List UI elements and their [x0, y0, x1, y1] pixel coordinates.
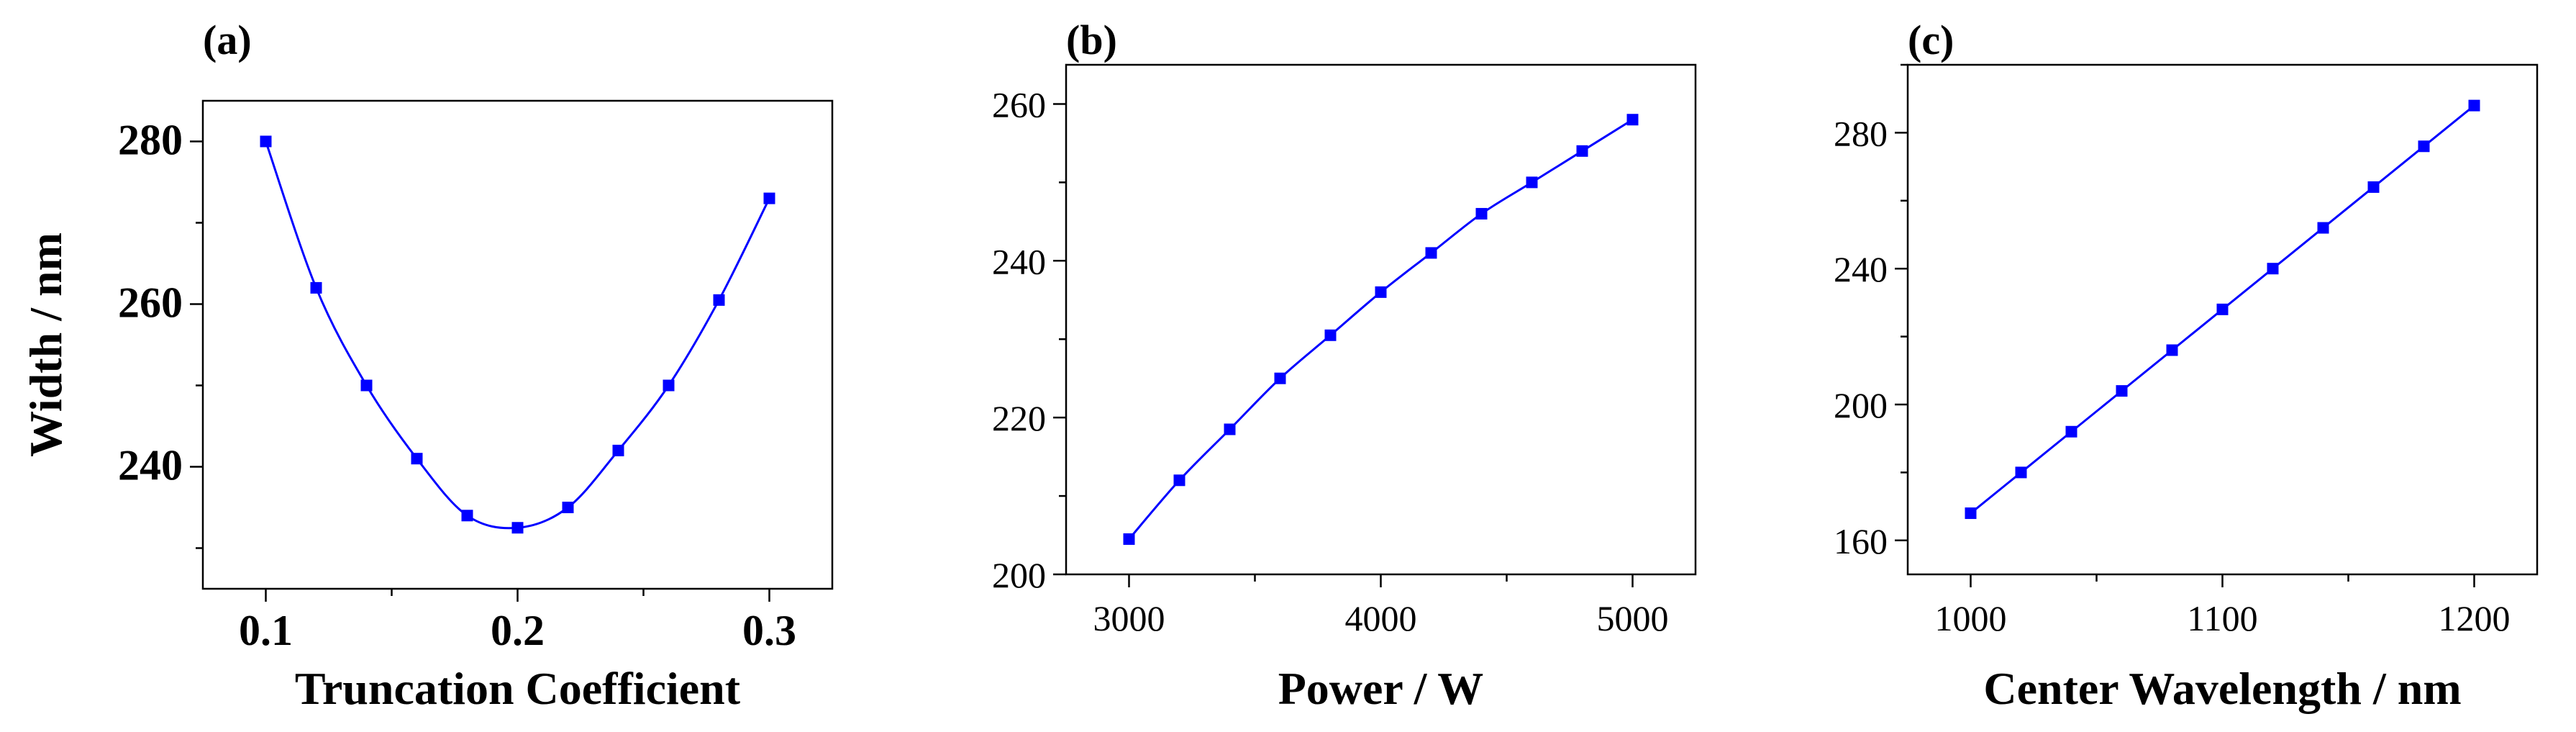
- panel-b: 3000 4000 5000 200 220 240 260 (b) Power / W: [992, 17, 1697, 714]
- x-tick-label: 1000: [1935, 598, 2007, 638]
- data-point: [461, 510, 473, 522]
- y-tick-label: 280: [118, 117, 183, 164]
- data-point: [2015, 466, 2027, 479]
- y-tick-label: 220: [992, 398, 1046, 438]
- data-point: [2418, 140, 2430, 153]
- y-tick-label: 260: [992, 84, 1046, 125]
- data-point: [360, 379, 373, 392]
- data-point: [1274, 372, 1286, 384]
- data-point: [1626, 114, 1639, 126]
- panel-c: 1000 1100 1200 160 200 240 280 (c) Center Wavele…: [1834, 17, 2539, 714]
- data-point: [511, 522, 524, 534]
- data-point: [1475, 207, 1488, 220]
- data-point: [2367, 181, 2380, 193]
- data-point: [612, 444, 624, 456]
- data-point: [663, 379, 675, 392]
- data-point: [1173, 474, 1185, 487]
- data-point: [2065, 425, 2077, 438]
- data-point: [2317, 222, 2329, 234]
- x-tick-label: 0.2: [491, 607, 545, 654]
- plot-frame: [1906, 63, 2539, 576]
- panel-a: 0.1 0.2 0.3 240 260 280 (a) Truncation Coeffici…: [20, 17, 834, 714]
- data-point: [310, 281, 322, 294]
- data-point: [1576, 145, 1588, 157]
- y-axis-title: Width / nm: [20, 232, 71, 457]
- x-tick-label: 5000: [1597, 598, 1669, 638]
- data-point: [2267, 263, 2279, 275]
- x-tick-label: 1100: [2187, 598, 2257, 638]
- x-tick-label: 1200: [2439, 598, 2511, 638]
- x-axis-title: Center Wavelength / nm: [1983, 663, 2461, 714]
- data-point: [2216, 303, 2229, 315]
- data-point: [2116, 385, 2128, 397]
- data-point: [2166, 344, 2178, 356]
- y-tick-label: 200: [992, 555, 1046, 595]
- x-tick-label: 4000: [1345, 598, 1417, 638]
- x-tick-label: 3000: [1093, 598, 1165, 638]
- y-tick-label: 260: [118, 279, 183, 327]
- y-tick-label: 240: [118, 442, 183, 489]
- x-axis-title: Power / W: [1278, 663, 1484, 714]
- x-tick-label: 0.3: [742, 607, 796, 654]
- series-line: [265, 141, 770, 530]
- series-line: [1128, 118, 1634, 540]
- data-point: [713, 294, 725, 306]
- y-tick-label: 280: [1834, 113, 1888, 153]
- data-point: [2468, 99, 2480, 112]
- y-tick-label: 240: [1834, 249, 1888, 289]
- panel-label: (a): [203, 17, 252, 63]
- panel-label: (c): [1908, 17, 1954, 63]
- data-point: [411, 453, 423, 465]
- data-point: [1425, 247, 1437, 259]
- panel-label: (b): [1066, 17, 1117, 63]
- data-point: [1224, 423, 1236, 435]
- data-point: [1526, 176, 1538, 189]
- x-tick-label: 0.1: [239, 607, 293, 654]
- plot-frame: [1065, 63, 1697, 576]
- y-tick-label: 160: [1834, 521, 1888, 561]
- y-tick-label: 240: [992, 241, 1046, 281]
- data-point: [1375, 286, 1387, 298]
- data-point: [1965, 507, 1977, 520]
- x-axis-title: Truncation Coefficient: [295, 663, 741, 714]
- plot-frame: [201, 99, 834, 590]
- data-point: [260, 135, 272, 148]
- data-point: [562, 502, 574, 513]
- data-point: [1123, 533, 1135, 545]
- data-point: [763, 192, 775, 204]
- y-tick-label: 200: [1834, 385, 1888, 425]
- data-point: [1324, 329, 1337, 341]
